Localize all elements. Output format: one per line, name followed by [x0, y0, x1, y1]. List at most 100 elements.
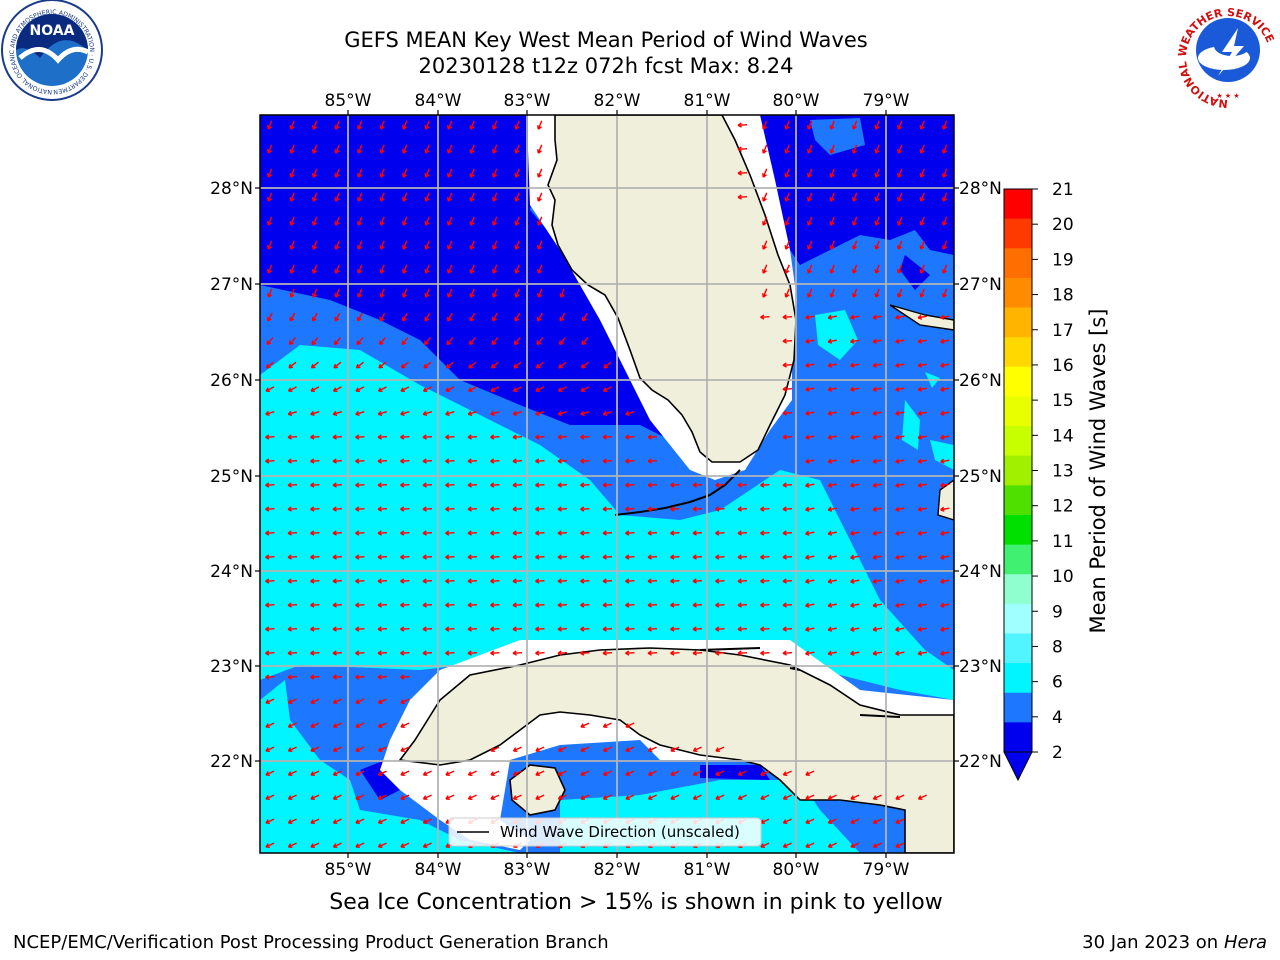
wave-direction-arrow	[940, 410, 950, 416]
wave-direction-arrow	[355, 770, 365, 776]
wave-direction-arrow	[827, 338, 838, 344]
wave-direction-arrow	[557, 554, 568, 560]
wave-direction-arrow	[580, 361, 589, 369]
lat-label: 22°N	[210, 752, 253, 772]
lon-label: 84°W	[415, 860, 462, 880]
wave-direction-arrow	[895, 530, 905, 536]
wave-direction-arrow	[919, 264, 925, 274]
wave-direction-arrow	[760, 650, 770, 656]
wave-direction-arrow	[559, 288, 565, 298]
colorbar-segment	[1004, 396, 1032, 427]
wave-direction-arrow	[267, 168, 273, 178]
wave-direction-arrow	[512, 626, 523, 632]
wave-direction-arrow	[827, 818, 837, 824]
wave-direction-arrow	[355, 554, 365, 560]
wave-direction-arrow	[917, 626, 928, 632]
wave-direction-arrow	[827, 626, 838, 632]
wave-direction-arrow	[512, 482, 523, 488]
wave-direction-arrow	[422, 842, 432, 848]
wave-direction-arrow	[334, 192, 340, 202]
colorbar-tick-label: 15	[1052, 391, 1074, 411]
wave-direction-arrow	[872, 338, 883, 344]
wave-direction-arrow	[422, 818, 432, 824]
wave-direction-arrow	[379, 216, 385, 226]
wave-direction-arrow	[287, 602, 298, 608]
lat-label: 26°N	[959, 371, 1002, 391]
wave-direction-arrow	[310, 818, 320, 824]
wave-direction-arrow	[625, 458, 635, 464]
wave-direction-arrow	[874, 240, 880, 250]
wave-direction-arrow	[355, 506, 365, 512]
wave-direction-arrow	[807, 120, 813, 130]
wave-direction-arrow	[289, 168, 295, 178]
wave-direction-arrow	[514, 192, 520, 202]
wave-direction-arrow	[312, 120, 318, 130]
wave-direction-arrow	[805, 338, 815, 344]
wave-direction-arrow	[355, 722, 365, 728]
wave-direction-arrow	[535, 458, 545, 464]
wave-direction-arrow	[850, 506, 860, 512]
graticule	[260, 115, 954, 853]
wave-direction-arrow	[760, 842, 770, 848]
wave-direction-arrow	[467, 578, 478, 584]
wave-direction-arrow	[917, 434, 928, 440]
wave-direction-arrow	[762, 168, 768, 178]
wave-direction-arrow	[670, 578, 680, 584]
wave-direction-arrow	[942, 144, 948, 154]
wave-direction-arrow	[602, 794, 612, 800]
wave-direction-arrow	[402, 216, 408, 226]
wave-direction-arrow	[267, 216, 273, 226]
wave-direction-arrow	[580, 794, 590, 800]
wave-direction-arrow	[445, 482, 455, 488]
wave-direction-arrow	[467, 626, 478, 632]
wave-direction-arrow	[400, 554, 410, 560]
wave-direction-arrow	[715, 746, 725, 752]
wave-direction-arrow	[332, 698, 342, 704]
wave-direction-arrow	[602, 554, 613, 560]
wave-direction-arrow	[940, 626, 950, 632]
wave-direction-arrow	[737, 578, 748, 584]
wave-direction-arrow	[850, 602, 860, 608]
wave-direction-arrow	[514, 216, 520, 226]
wave-direction-arrow	[895, 314, 905, 320]
lon-label: 81°W	[684, 860, 731, 880]
wave-direction-arrow	[647, 746, 657, 752]
wave-direction-arrow	[852, 120, 858, 130]
wave-direction-arrow	[424, 120, 430, 130]
wave-direction-arrow	[400, 386, 410, 392]
wave-direction-arrow	[377, 482, 388, 488]
wave-direction-arrow	[782, 578, 793, 584]
wave-direction-arrow	[692, 746, 702, 752]
colorbar-tick-label: 19	[1052, 250, 1074, 270]
wave-direction-arrow	[312, 240, 318, 250]
wave-direction-arrow	[919, 144, 925, 154]
lon-label: 82°W	[594, 91, 641, 111]
wave-direction-arrow	[940, 530, 950, 536]
wave-direction-arrow	[424, 288, 430, 298]
wave-direction-arrow	[467, 482, 478, 488]
wave-direction-arrow	[512, 554, 523, 560]
wave-direction-arrow	[402, 168, 408, 178]
wave-direction-arrow	[807, 288, 813, 298]
wave-direction-arrow	[557, 602, 568, 608]
wave-direction-arrow	[424, 168, 430, 178]
wave-direction-arrow	[469, 288, 475, 298]
wave-direction-arrow	[288, 337, 296, 346]
wave-direction-arrow	[490, 506, 500, 512]
wave-direction-arrow	[422, 410, 433, 416]
wave-direction-arrow	[490, 794, 500, 800]
wave-direction-arrow	[805, 842, 815, 848]
wave-direction-arrow	[514, 168, 520, 178]
wave-direction-arrow	[737, 650, 748, 656]
lat-label: 27°N	[210, 275, 253, 295]
colorbar-segment	[1004, 277, 1032, 309]
wave-direction-arrow	[379, 120, 385, 130]
wave-direction-arrow	[805, 770, 815, 776]
wave-direction-arrow	[715, 650, 725, 656]
colorbar-segment	[1004, 514, 1032, 546]
wave-direction-arrow	[332, 626, 343, 632]
wave-direction-arrow	[287, 554, 298, 560]
wave-direction-arrow	[760, 770, 770, 776]
wave-direction-arrow	[760, 554, 770, 560]
wave-direction-arrow	[692, 554, 703, 560]
